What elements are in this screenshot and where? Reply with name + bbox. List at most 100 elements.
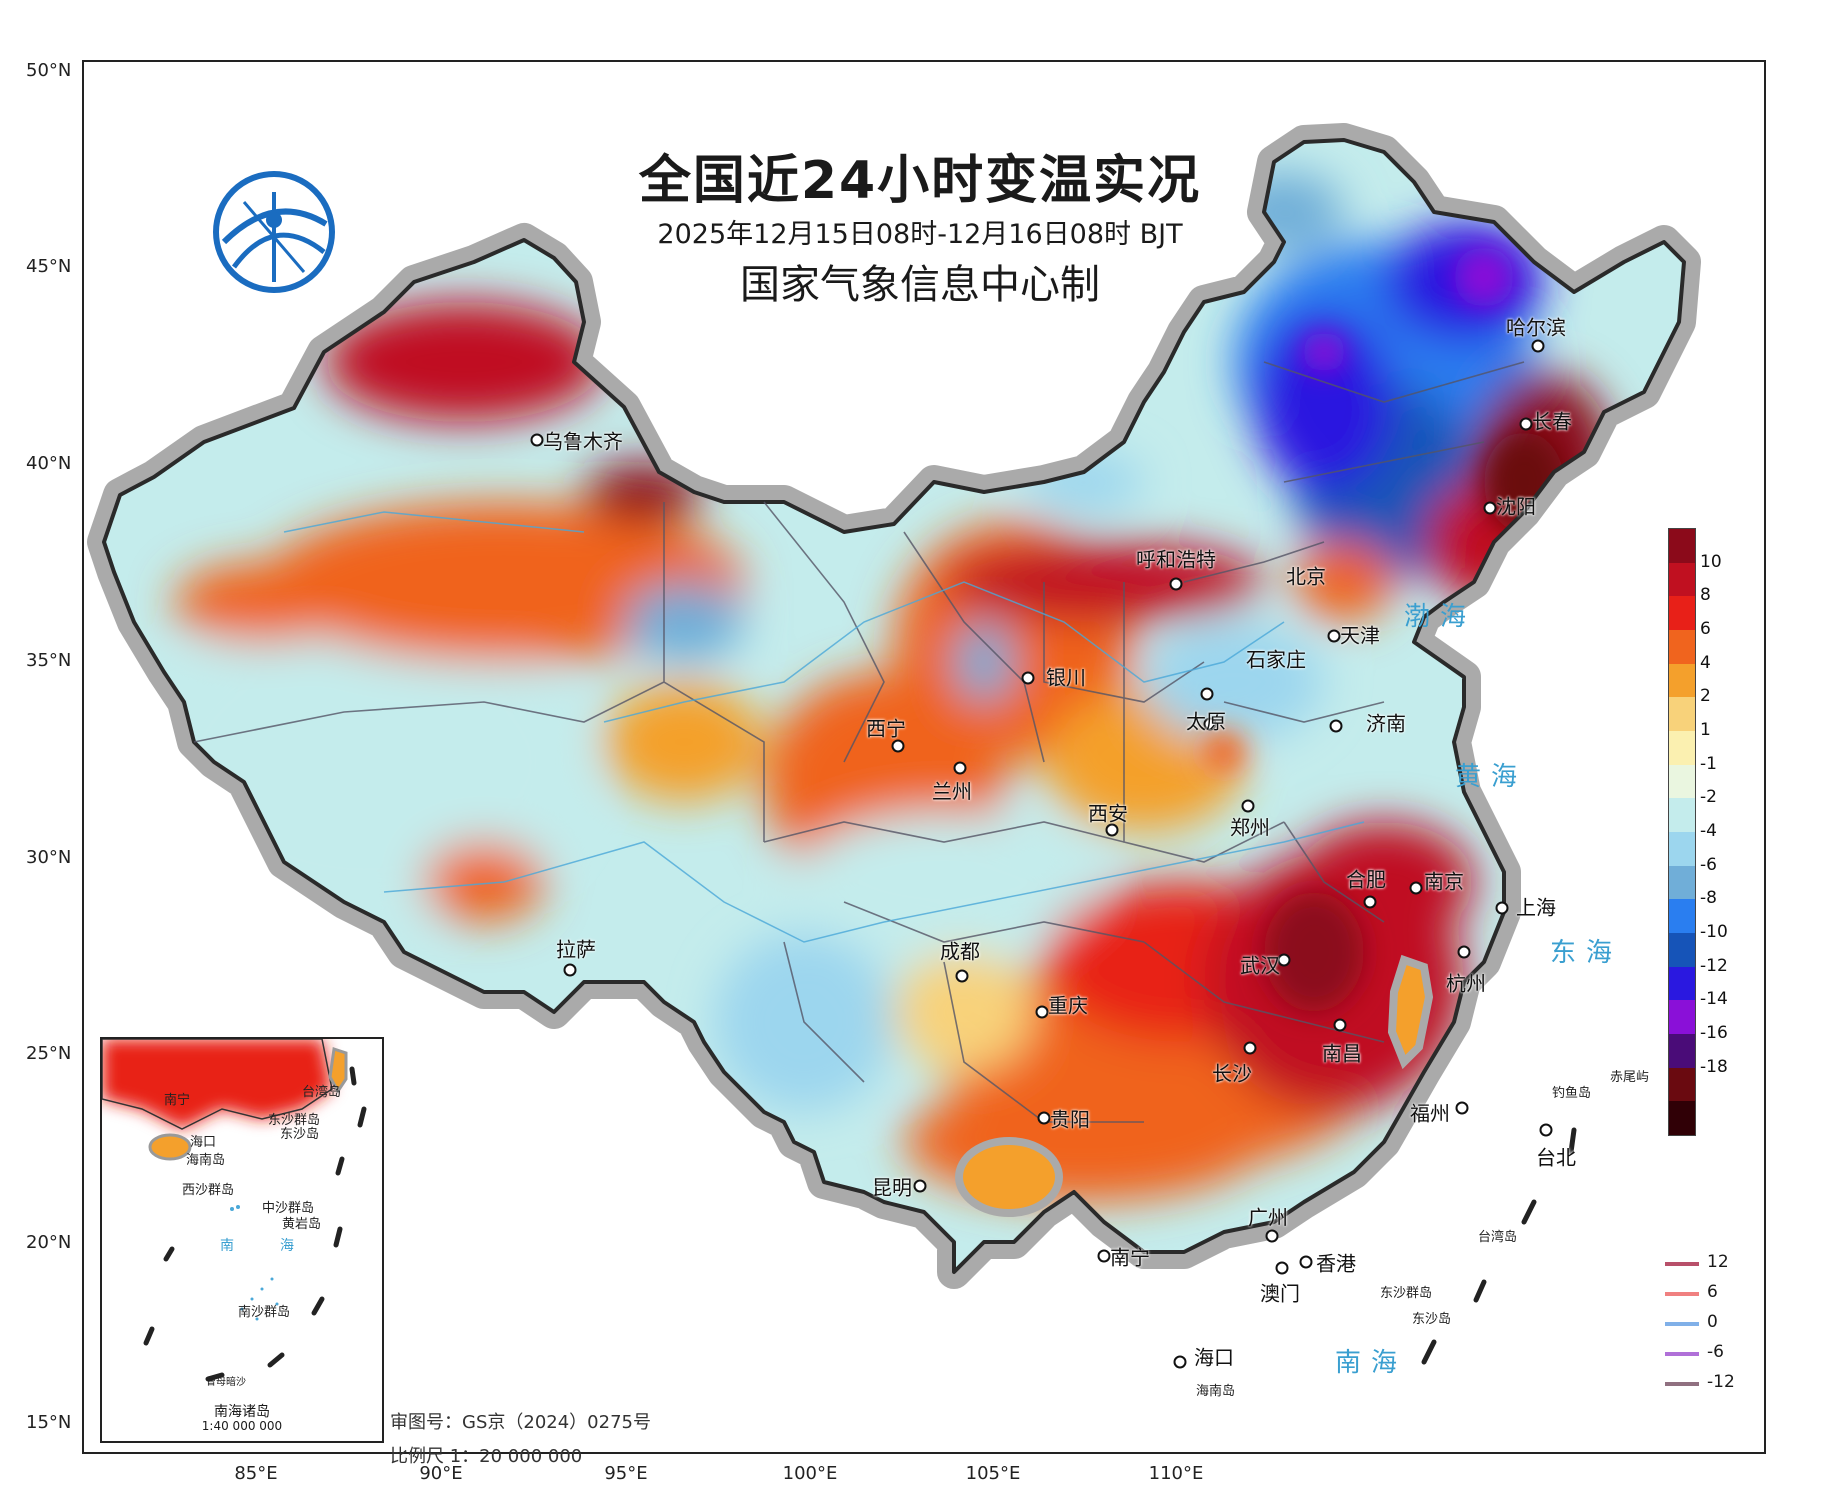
national-border (102, 138, 1686, 1274)
city-dot (1241, 799, 1255, 813)
city-label: 济南 (1366, 711, 1406, 736)
color-scale-tick: -6 (1700, 854, 1717, 875)
inset-label: 台湾岛 (302, 1085, 342, 1100)
color-scale-segment (1669, 730, 1695, 765)
color-scale-segment (1669, 764, 1695, 799)
provincial-boundaries (193, 361, 1525, 1123)
line-legend-label: -6 (1707, 1342, 1724, 1362)
lon-label: 100°E (782, 1463, 838, 1484)
color-scale-tick: -4 (1700, 821, 1717, 841)
city-dot (1519, 417, 1533, 431)
lat-label: 15°N (26, 1412, 72, 1433)
color-scale-segment (1669, 798, 1695, 832)
south-china-sea-inset: 南宁 海口 海南岛 台湾岛 东沙群岛 东沙岛 西沙群岛 中沙群岛 黄岩岛 南 海… (100, 1037, 384, 1443)
color-scale-tick: -8 (1700, 888, 1717, 909)
city-label: 南宁 (1110, 1245, 1150, 1270)
inset-sea-label: 南 (220, 1238, 234, 1254)
city-label: 银川 (1046, 665, 1086, 690)
city-dot (1200, 687, 1214, 701)
color-scale-tick: 10 (1700, 551, 1722, 572)
city-dot (1483, 501, 1497, 515)
city-dot (1021, 671, 1035, 685)
city-label: 广州 (1248, 1205, 1288, 1230)
map-period: 2025年12月15日08时-12月16日08时 BJT (657, 219, 1183, 250)
lat-label: 35°N (26, 650, 72, 671)
color-scale-segment (1669, 529, 1695, 563)
city-label: 杭州 (1446, 971, 1486, 996)
inset-label: 南宁 (164, 1093, 191, 1108)
lat-label: 25°N (26, 1043, 72, 1064)
inset-label: 曾母暗沙 (206, 1377, 246, 1388)
inset-label: 南沙群岛 (238, 1305, 291, 1320)
lon-label: 90°E (419, 1463, 463, 1484)
color-scale-segment (1669, 697, 1695, 731)
inset-label: 黄岩岛 (282, 1217, 322, 1232)
city-label: 重庆 (1048, 993, 1088, 1018)
city-dot (1455, 1101, 1469, 1115)
city-label: 贵阳 (1050, 1107, 1090, 1132)
city-label: 沈阳 (1496, 494, 1536, 519)
city-dot (1169, 577, 1183, 591)
sea-label-huanghai: 黄海 (1455, 762, 1528, 792)
island-label: 台湾岛 (1478, 1230, 1518, 1245)
inset-label: 海南岛 (186, 1153, 226, 1168)
inset-map (102, 1039, 367, 1382)
city-dot (1105, 823, 1119, 837)
city-dot (1363, 895, 1377, 909)
color-scale-segment (1669, 663, 1695, 698)
maritime-boundary-dashes (1421, 1127, 1577, 1365)
city-dot (1329, 719, 1343, 733)
lat-label: 30°N (26, 847, 72, 868)
color-scale-tick: -1 (1700, 753, 1717, 774)
city-label: 石家庄 (1246, 647, 1306, 672)
city-label: 太原 (1186, 709, 1226, 734)
city-dot (1203, 717, 1217, 731)
color-scale-segment (1669, 1067, 1695, 1102)
city-label: 台北 (1536, 1145, 1576, 1170)
title-block: 全国近24小时变温实况 2025年12月15日08时-12月16日08时 BJT… (560, 150, 1280, 312)
city-label: 拉萨 (556, 937, 596, 962)
city-dot (1277, 953, 1291, 967)
approval-number: 审图号：GS京（2024）0275号 (390, 1412, 651, 1433)
color-scale-segment (1669, 865, 1695, 900)
city-dot (563, 963, 577, 977)
taiwan-island-shape (1387, 954, 1434, 1070)
city-dot (1275, 1261, 1289, 1275)
city-dot (1037, 1111, 1051, 1125)
city-label: 香港 (1316, 1251, 1356, 1276)
color-scale-segment (1669, 629, 1695, 664)
city-label: 兰州 (932, 779, 972, 804)
lat-label: 40°N (26, 453, 72, 474)
city-dot (1097, 1249, 1111, 1263)
inset-scale: 1:40 000 000 (201, 1419, 283, 1433)
lon-label: 85°E (234, 1463, 278, 1484)
island-label: 赤尾屿 (1610, 1070, 1650, 1085)
city-label: 合肥 (1346, 867, 1386, 892)
line-legend-swatch (1665, 1382, 1699, 1386)
color-scale-segment (1669, 1000, 1695, 1034)
line-legend-label: 6 (1707, 1282, 1718, 1302)
lon-label: 95°E (604, 1463, 648, 1484)
color-scale-tick: 1 (1700, 720, 1711, 740)
city-label: 天津 (1340, 623, 1380, 648)
lon-label: 110°E (1148, 1463, 1204, 1484)
color-scale-tick: -16 (1700, 1023, 1728, 1043)
island-label: 东沙岛 (1412, 1312, 1452, 1327)
city-label: 福州 (1410, 1101, 1450, 1126)
sea-label-nanhai: 南海 (1335, 1348, 1408, 1378)
scale-text: 比例尺 1：20 000 000 (390, 1446, 583, 1467)
city-label: 澳门 (1260, 1281, 1300, 1306)
color-scale-tick: -10 (1700, 922, 1728, 942)
city-dot (530, 433, 544, 447)
map-agency: 国家气象信息中心制 (740, 262, 1100, 308)
city-dot (891, 739, 905, 753)
lon-label: 105°E (965, 1463, 1021, 1484)
line-legend-swatch (1665, 1262, 1699, 1266)
inset-title: 南海诸岛 (214, 1404, 270, 1420)
city-dot (1333, 1018, 1347, 1032)
city-label: 北京 (1286, 564, 1326, 589)
city-label: 成都 (940, 939, 980, 964)
color-scale-tick: 8 (1700, 585, 1711, 606)
city-label: 南昌 (1322, 1041, 1362, 1066)
line-legend-label: 0 (1707, 1312, 1718, 1332)
